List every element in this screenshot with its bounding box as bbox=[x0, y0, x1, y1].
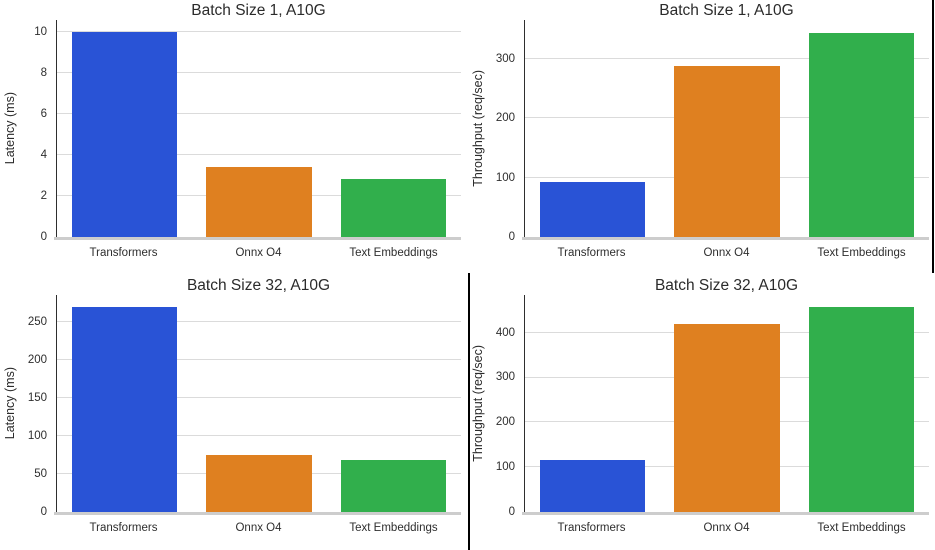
x-tick-label: Transformers bbox=[89, 247, 158, 259]
chart-batch1-latency: Batch Size 1, A10G Latency (ms) 0 2 4 6 8 10 … bbox=[0, 0, 467, 275]
bar-onnx-o4 bbox=[674, 65, 780, 237]
plot-area bbox=[54, 20, 461, 240]
x-tick-label: Text Embeddings bbox=[349, 247, 438, 259]
x-tick-label: Text Embeddings bbox=[349, 522, 438, 534]
y-tick-label: 300 bbox=[495, 371, 515, 384]
x-tick-label: Onnx O4 bbox=[703, 247, 750, 259]
chart-title: Batch Size 32, A10G bbox=[186, 277, 331, 294]
y-tick-label: 100 bbox=[495, 171, 515, 184]
y-tick-label: 4 bbox=[40, 149, 47, 162]
y-tick-label: 0 bbox=[508, 231, 515, 243]
y-tick-label: 200 bbox=[495, 112, 515, 125]
bar-text-embeddings bbox=[341, 460, 447, 512]
bar-transformers bbox=[71, 307, 177, 512]
x-tick-label: Text Embeddings bbox=[817, 247, 906, 259]
bar-text-embeddings bbox=[341, 178, 447, 237]
y-tick-label: 200 bbox=[27, 354, 47, 367]
x-axis-ticks: Transformers Onnx O4 Text Embeddings bbox=[56, 522, 461, 537]
x-axis-ticks: Transformers Onnx O4 Text Embeddings bbox=[524, 522, 929, 537]
y-tick-label: 300 bbox=[495, 52, 515, 65]
x-tick-label: Onnx O4 bbox=[235, 247, 282, 259]
plot-area bbox=[522, 295, 929, 515]
gridline bbox=[525, 57, 929, 59]
chart-title: Batch Size 1, A10G bbox=[191, 2, 326, 19]
y-tick-label: 100 bbox=[27, 430, 47, 443]
y-axis-label: Latency (ms) bbox=[1, 20, 19, 237]
y-tick-label: 0 bbox=[40, 231, 47, 243]
y-tick-label: 10 bbox=[34, 26, 47, 39]
bar-transformers bbox=[539, 182, 645, 237]
gridline bbox=[57, 31, 461, 33]
chart-title: Batch Size 1, A10G bbox=[659, 2, 794, 19]
y-tick-label: 200 bbox=[495, 416, 515, 429]
gridline bbox=[57, 435, 461, 437]
bar-onnx-o4 bbox=[674, 323, 780, 512]
y-tick-label: 150 bbox=[27, 392, 47, 405]
bar-onnx-o4 bbox=[206, 167, 312, 237]
gridline bbox=[57, 359, 461, 361]
x-axis-ticks: Transformers Onnx O4 Text Embeddings bbox=[56, 247, 461, 262]
chart-batch32-latency: Batch Size 32, A10G Latency (ms) 0 50 100 1… bbox=[0, 275, 467, 550]
y-tick-label: 6 bbox=[40, 108, 47, 121]
plot-area bbox=[54, 295, 461, 515]
gridline bbox=[57, 72, 461, 74]
x-tick-label: Transformers bbox=[89, 522, 158, 534]
bar-transformers bbox=[71, 32, 177, 237]
y-tick-label: 50 bbox=[34, 468, 47, 481]
y-tick-label: 0 bbox=[40, 506, 47, 518]
x-axis-ticks: Transformers Onnx O4 Text Embeddings bbox=[524, 247, 929, 262]
chart-batch1-throughput: Batch Size 1, A10G Throughput (req/sec) … bbox=[468, 0, 935, 275]
x-tick-label: Text Embeddings bbox=[817, 522, 906, 534]
gridline bbox=[57, 113, 461, 115]
screenshot-border-line-middle bbox=[468, 273, 470, 550]
gridline bbox=[57, 154, 461, 156]
y-tick-label: 8 bbox=[40, 67, 47, 80]
chart-batch32-throughput: Batch Size 32, A10G Throughput (req/sec)… bbox=[468, 275, 935, 550]
bar-onnx-o4 bbox=[206, 455, 312, 512]
x-tick-label: Onnx O4 bbox=[703, 522, 750, 534]
x-tick-label: Transformers bbox=[557, 247, 626, 259]
screenshot-border-line-right bbox=[932, 0, 934, 273]
y-tick-label: 250 bbox=[27, 316, 47, 329]
gridline bbox=[57, 397, 461, 399]
y-tick-label: 2 bbox=[40, 190, 47, 203]
y-tick-label: 0 bbox=[508, 506, 515, 518]
y-axis-label-text: Throughput (req/sec) bbox=[471, 345, 485, 462]
chart-title: Batch Size 32, A10G bbox=[654, 277, 799, 294]
bar-transformers bbox=[539, 460, 645, 512]
bar-text-embeddings bbox=[809, 307, 915, 512]
bar-text-embeddings bbox=[809, 32, 915, 237]
y-tick-label: 100 bbox=[495, 461, 515, 474]
x-tick-label: Onnx O4 bbox=[235, 522, 282, 534]
x-tick-label: Transformers bbox=[557, 522, 626, 534]
gridline bbox=[57, 321, 461, 323]
y-tick-label: 400 bbox=[495, 326, 515, 339]
plot-area bbox=[522, 20, 929, 240]
